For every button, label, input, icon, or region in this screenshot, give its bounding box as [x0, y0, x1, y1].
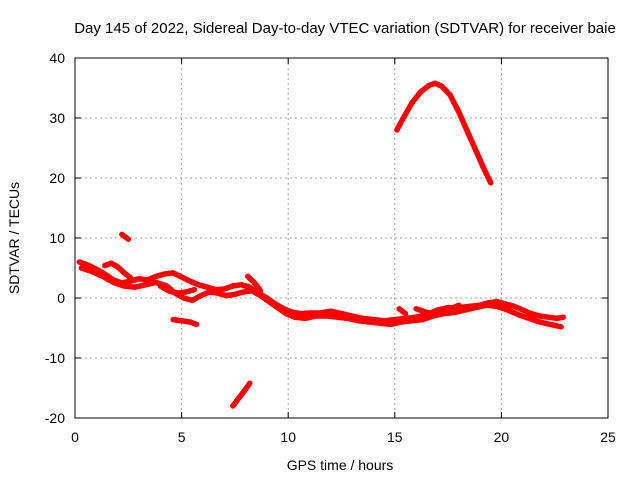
- x-axis-label: GPS time / hours: [287, 457, 394, 473]
- series-arc-late-spur: [413, 302, 462, 317]
- series-arc-hook-8h: [244, 273, 264, 294]
- y-tick-label: -10: [45, 350, 65, 366]
- series-arc-mid-spur: [157, 283, 198, 296]
- tick-layer: 0 5 10 15 20 25 -20 -10 0 10 20 30 40: [45, 50, 616, 445]
- y-tick-label: 30: [49, 110, 65, 126]
- series-arc-main-upper: [76, 259, 566, 324]
- y-tick-label: 10: [49, 230, 65, 246]
- x-tick-label: 0: [71, 429, 79, 445]
- y-tick-label: 20: [49, 170, 65, 186]
- x-tick-label: 10: [280, 429, 296, 445]
- y-tick-label: 0: [57, 290, 65, 306]
- y-axis-label: SDTVAR / TECUs: [6, 182, 22, 294]
- grid-layer: [75, 58, 608, 418]
- series-arc-short-upper: [119, 231, 132, 242]
- series-arc-main-lower: [78, 265, 564, 330]
- series-layer: [76, 80, 566, 409]
- x-tick-label: 20: [494, 429, 510, 445]
- series-arc-peak: [394, 80, 494, 186]
- series-arc-hook-15h: [396, 306, 409, 317]
- y-tick-label: -20: [45, 410, 65, 426]
- x-tick-label: 5: [178, 429, 186, 445]
- series-arc-short-mid: [170, 316, 200, 328]
- y-tick-label: 40: [49, 50, 65, 66]
- chart-title: Day 145 of 2022, Sidereal Day-to-day VTE…: [74, 20, 616, 37]
- x-tick-label: 15: [387, 429, 403, 445]
- series-arc-early-spur: [102, 260, 134, 281]
- series-arc-dip-bottom: [230, 380, 253, 409]
- x-tick-label: 25: [600, 429, 616, 445]
